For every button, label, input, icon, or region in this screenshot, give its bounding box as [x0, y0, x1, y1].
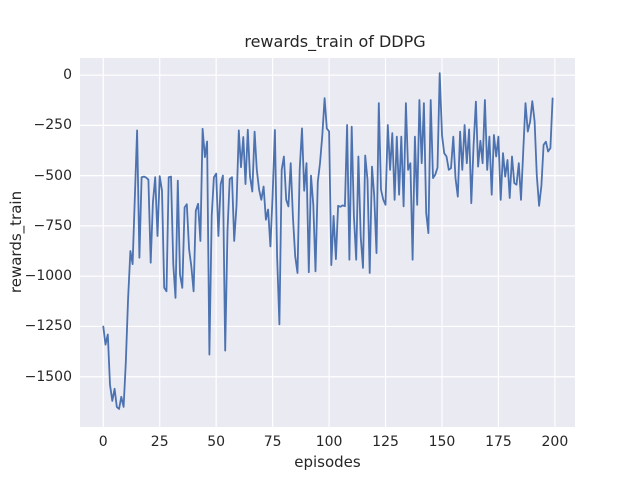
y-tick-label: −500: [33, 167, 72, 184]
y-tick-label: −250: [33, 117, 72, 134]
x-tick-label: 100: [315, 434, 343, 450]
x-tick-label: 50: [207, 434, 226, 450]
x-tick-label: 0: [98, 434, 108, 450]
y-tick-label: 0: [63, 67, 72, 84]
x-tick-label: 125: [372, 434, 399, 450]
chart-title: rewards_train of DDPG: [244, 32, 426, 51]
x-tick-label: 25: [150, 434, 169, 450]
y-axis-label: rewards_train: [7, 190, 25, 293]
x-tick-label: 200: [541, 434, 569, 450]
x-tick-label: 175: [485, 434, 512, 450]
series-line-rewards_train: [102, 72, 554, 410]
y-tick-label: −750: [33, 217, 72, 234]
x-tick-label: 150: [428, 434, 456, 450]
x-axis-label: episodes: [294, 453, 361, 471]
gridlines: [80, 58, 575, 427]
x-tick-label: 75: [263, 434, 282, 450]
y-tick-label: −1000: [24, 268, 72, 285]
y-tick-label: −1500: [24, 368, 72, 385]
y-tick-label: −1250: [24, 318, 72, 335]
reward-line-series: [102, 72, 554, 410]
